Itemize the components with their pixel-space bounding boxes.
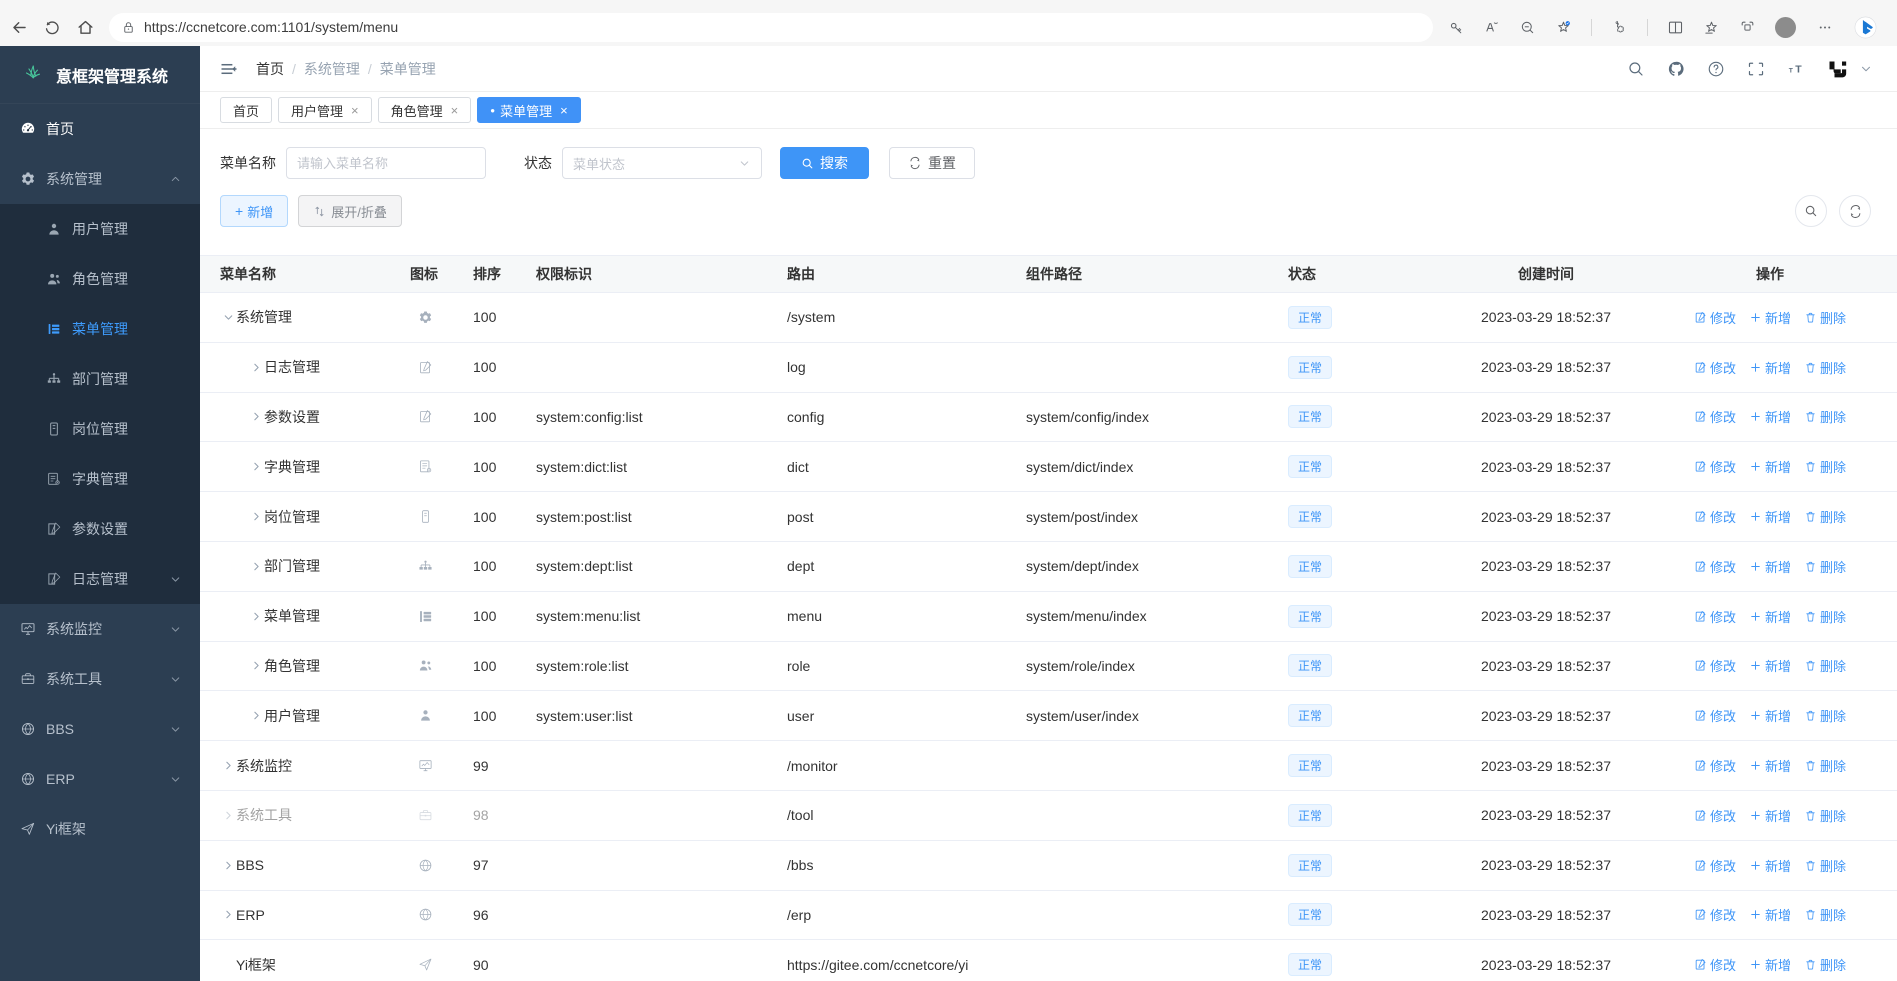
svg-text:T: T xyxy=(1789,67,1794,74)
svg-text:T: T xyxy=(1795,63,1802,75)
